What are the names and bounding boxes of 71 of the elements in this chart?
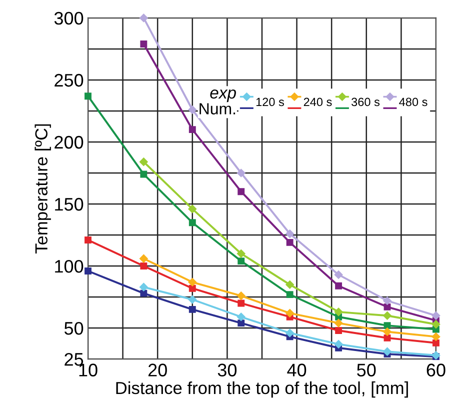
- point: [140, 282, 148, 292]
- y-tick-label: 200: [54, 136, 84, 149]
- point: [286, 230, 294, 238]
- point: [432, 339, 440, 346]
- point: [238, 258, 245, 265]
- point: [334, 270, 343, 279]
- point: [140, 158, 148, 166]
- x-axis-title: Distance from the top of the tool, [mm]: [116, 381, 408, 398]
- point: [188, 126, 196, 134]
- point: [140, 170, 148, 178]
- y-axis-title: Temperature [ºC]: [34, 124, 51, 254]
- point: [84, 236, 92, 244]
- legend-label: 120 s: [256, 98, 284, 106]
- x-tick-label: 30: [218, 364, 237, 376]
- point: [236, 249, 246, 258]
- point: [384, 322, 391, 330]
- x-tick-label: 40: [287, 364, 306, 376]
- point: [384, 334, 391, 342]
- point: [188, 278, 197, 286]
- point: [188, 284, 196, 292]
- point: [335, 327, 342, 334]
- point: [236, 312, 246, 321]
- y-tick-label: 50: [64, 322, 84, 335]
- legend-label: 240 s: [304, 98, 332, 106]
- point: [286, 309, 294, 318]
- point: [238, 300, 245, 307]
- point: [188, 219, 196, 226]
- point: [188, 306, 196, 313]
- point: [84, 268, 92, 274]
- point: [188, 295, 197, 304]
- x-tick-label: 10: [79, 364, 98, 376]
- point: [140, 290, 148, 297]
- point: [84, 92, 92, 100]
- point: [334, 308, 343, 316]
- point: [188, 106, 197, 114]
- point: [432, 332, 440, 341]
- y-tick-label: 25: [64, 352, 84, 366]
- point: [238, 188, 245, 196]
- point: [383, 328, 392, 336]
- y-tick-label: 300: [54, 12, 84, 25]
- point: [384, 303, 391, 310]
- point: [334, 340, 343, 348]
- x-tick-label: 20: [148, 364, 167, 376]
- annotation: Num.: [200, 103, 236, 114]
- x-tick-label: 60: [426, 364, 446, 376]
- point: [432, 320, 440, 328]
- point: [140, 14, 148, 22]
- point: [286, 280, 294, 289]
- point: [383, 311, 392, 320]
- point: [188, 204, 197, 214]
- point: [140, 262, 148, 270]
- point: [286, 291, 294, 298]
- point: [236, 292, 246, 300]
- point: [383, 347, 392, 356]
- y-tick-label: 150: [55, 198, 84, 211]
- x-tick-label: 50: [357, 364, 376, 376]
- point: [383, 296, 392, 305]
- point: [236, 168, 246, 178]
- point: [286, 238, 294, 246]
- point: [334, 318, 343, 328]
- point: [238, 320, 245, 327]
- legend-label: 360 s: [352, 98, 380, 106]
- y-tick-label: 250: [54, 74, 84, 87]
- y-tick-label: 100: [55, 260, 84, 273]
- point: [140, 40, 148, 48]
- point: [335, 282, 342, 290]
- point: [432, 311, 440, 320]
- point: [140, 254, 148, 263]
- annotation: exp: [210, 90, 236, 102]
- legend-label: 480 s: [399, 98, 428, 106]
- point: [286, 328, 294, 338]
